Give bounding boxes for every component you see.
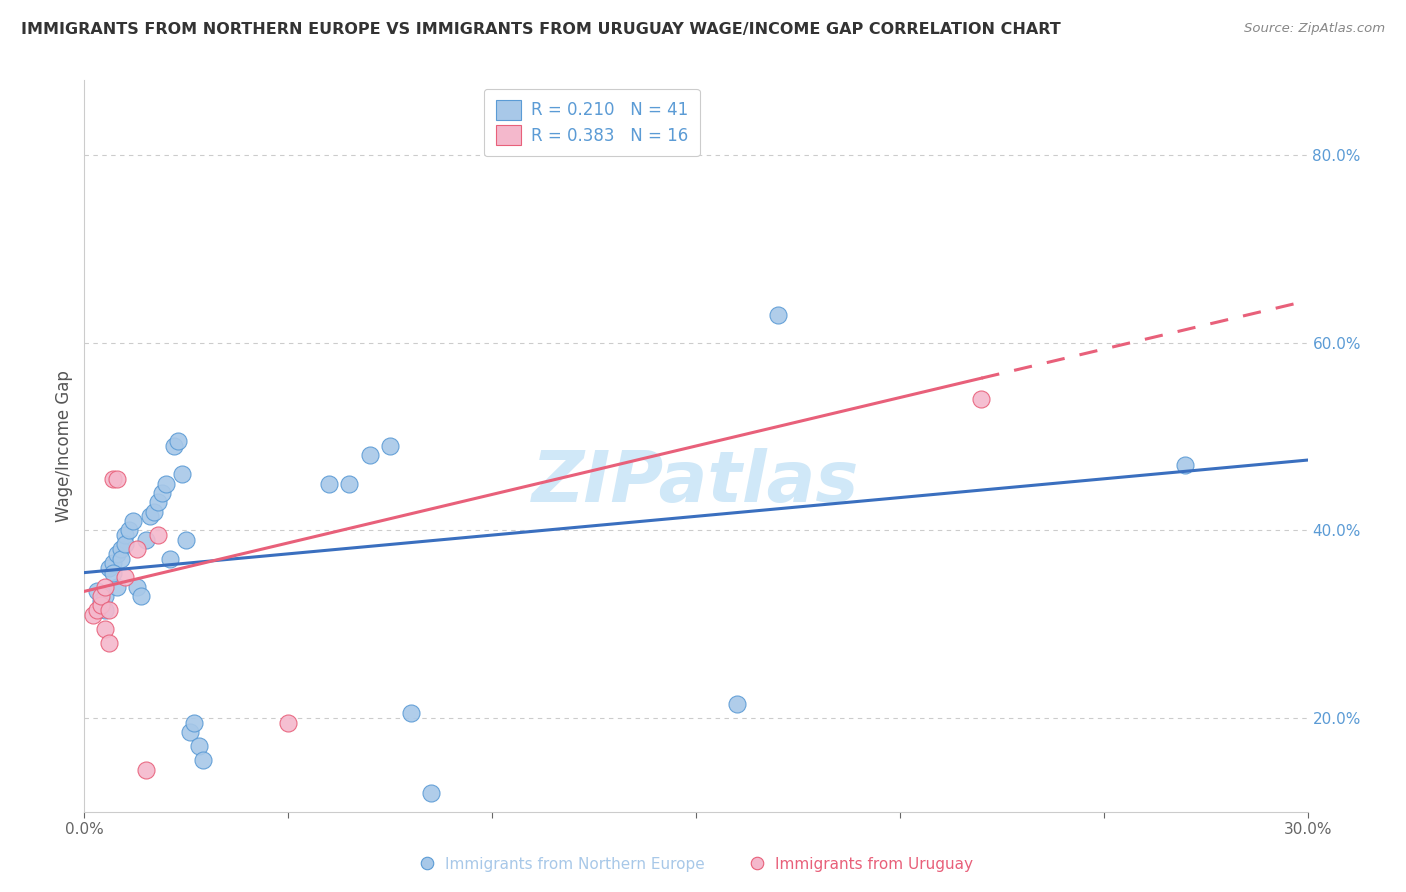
Point [138, 509, 160, 524]
Point [380, 439, 402, 453]
Point [97, 636, 120, 650]
Point [399, 706, 422, 721]
Point [122, 514, 145, 528]
Point [110, 542, 132, 557]
Y-axis label: Wage/Income Gap: Wage/Income Gap [55, 370, 73, 522]
Point [163, 439, 186, 453]
Point [277, 715, 299, 730]
Text: Immigrants from Northern Europe: Immigrants from Northern Europe [446, 857, 704, 871]
Point [318, 476, 340, 491]
Point [131, 589, 153, 603]
Point [110, 551, 132, 566]
Point [191, 753, 214, 767]
Point [970, 392, 993, 406]
Point [183, 715, 205, 730]
Point [766, 308, 789, 322]
Point [127, 542, 149, 557]
Point [420, 786, 443, 800]
Point [93, 589, 115, 603]
Point [114, 537, 136, 551]
Point [97, 603, 120, 617]
Text: Source: ZipAtlas.com: Source: ZipAtlas.com [1244, 22, 1385, 36]
Point [105, 472, 128, 486]
Legend: R = 0.210   N = 41, R = 0.383   N = 16: R = 0.210 N = 41, R = 0.383 N = 16 [484, 88, 700, 156]
Point [187, 739, 209, 753]
Point [155, 476, 177, 491]
Point [101, 472, 124, 486]
Text: Immigrants from Uruguay: Immigrants from Uruguay [776, 857, 973, 871]
Point [114, 570, 136, 584]
Point [90, 599, 112, 613]
Point [90, 589, 112, 603]
Point [93, 580, 115, 594]
Text: ZIPatlas: ZIPatlas [533, 448, 859, 517]
Point [339, 476, 361, 491]
Point [1174, 458, 1197, 472]
Point [725, 697, 748, 711]
Point [93, 622, 115, 636]
Point [172, 467, 194, 482]
Point [167, 434, 190, 449]
Point [90, 593, 112, 607]
Point [142, 505, 165, 519]
Point [135, 763, 157, 777]
Text: IMMIGRANTS FROM NORTHERN EUROPE VS IMMIGRANTS FROM URUGUAY WAGE/INCOME GAP CORRE: IMMIGRANTS FROM NORTHERN EUROPE VS IMMIG… [21, 22, 1062, 37]
Point [101, 556, 124, 570]
Point [105, 547, 128, 561]
Point [93, 603, 115, 617]
Point [82, 607, 104, 622]
Point [97, 561, 120, 575]
Point [150, 486, 173, 500]
Point [86, 603, 108, 617]
Point [159, 551, 181, 566]
Point [135, 533, 157, 547]
Point [174, 533, 197, 547]
Point [146, 528, 169, 542]
Point [101, 566, 124, 580]
Point [127, 580, 149, 594]
Point [179, 725, 201, 739]
Point [118, 524, 141, 538]
Point [105, 580, 128, 594]
Point [86, 584, 108, 599]
Point [114, 528, 136, 542]
Point [146, 495, 169, 509]
Point [359, 449, 381, 463]
